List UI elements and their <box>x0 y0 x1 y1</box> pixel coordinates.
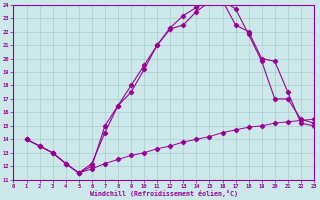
X-axis label: Windchill (Refroidissement éolien,°C): Windchill (Refroidissement éolien,°C) <box>90 190 238 197</box>
